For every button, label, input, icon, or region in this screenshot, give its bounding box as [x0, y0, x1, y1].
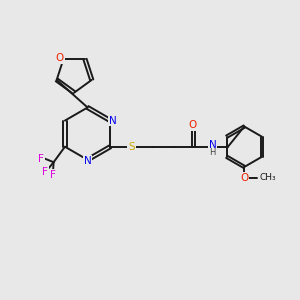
Text: O: O — [188, 120, 196, 130]
Text: H: H — [209, 148, 216, 157]
Text: O: O — [56, 53, 64, 63]
Text: N: N — [209, 140, 217, 150]
Text: F: F — [50, 170, 56, 180]
Text: F: F — [42, 167, 48, 177]
Text: F: F — [38, 154, 44, 164]
Text: CH₃: CH₃ — [260, 173, 276, 182]
Text: N: N — [84, 156, 92, 166]
Text: S: S — [128, 142, 135, 152]
Text: O: O — [240, 172, 248, 183]
Text: N: N — [109, 116, 117, 126]
